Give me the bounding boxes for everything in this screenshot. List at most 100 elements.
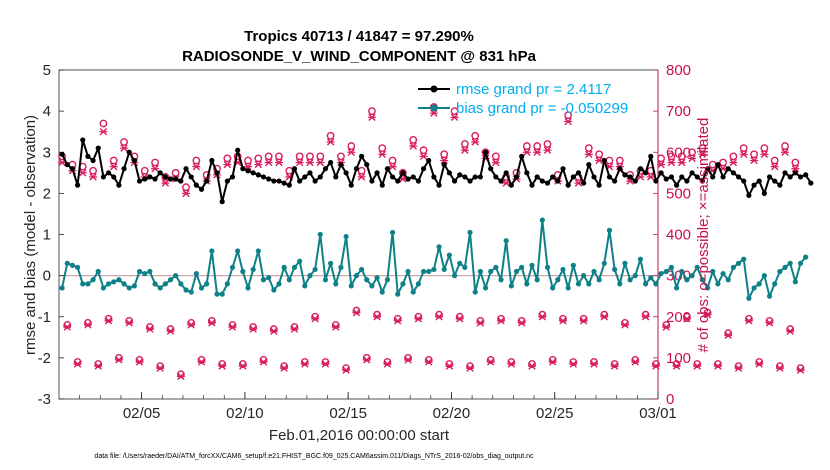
rmse-point (699, 178, 706, 184)
rmse-point (271, 178, 277, 184)
rmse-point (312, 178, 318, 184)
bias-point (575, 281, 582, 287)
assimilated-obs-marker (83, 321, 92, 329)
rmse-point (85, 153, 91, 159)
assimilated-obs-marker (558, 317, 567, 325)
bias-point (451, 273, 458, 279)
assimilated-obs-marker (641, 313, 650, 321)
bias-point (152, 281, 158, 287)
possible-obs-marker (739, 144, 748, 153)
possible-obs-marker (388, 156, 397, 165)
rmse-point (756, 178, 762, 184)
assimilated-obs-marker (151, 165, 160, 173)
possible-obs-marker (156, 362, 165, 370)
rmse-point (105, 170, 112, 176)
rmse-point (694, 174, 700, 180)
bias-point (529, 262, 535, 268)
rmse-point (245, 168, 251, 174)
rmse-point (735, 174, 742, 180)
rmse-point (622, 172, 628, 178)
possible-obs-marker (228, 321, 237, 329)
bias-point (353, 273, 360, 279)
bias-point (493, 264, 499, 270)
bias-point (472, 289, 478, 295)
assimilated-obs-marker (300, 360, 309, 368)
bias-point (69, 262, 76, 268)
rmse-point (720, 174, 726, 180)
rmse-point (147, 174, 153, 180)
rmse-point (374, 170, 380, 176)
left-tick-label: 1 (43, 227, 51, 244)
legend-rmse-label: rmse grand pr = 2.4117 (456, 81, 611, 98)
rmse-point (384, 166, 391, 172)
possible-obs-marker (218, 360, 227, 368)
possible-obs-marker (744, 314, 753, 323)
rmse-point (519, 153, 525, 159)
assimilated-obs-marker (698, 150, 707, 159)
possible-obs-marker (166, 325, 175, 333)
possible-obs-marker (714, 360, 722, 368)
rmse-point (612, 178, 618, 184)
rmse-point (477, 174, 483, 180)
bias-point (725, 277, 731, 283)
rmse-point (668, 174, 675, 180)
bias-point (555, 277, 561, 283)
rmse-point (260, 174, 267, 180)
possible-obs-marker (140, 166, 149, 175)
assimilated-obs-marker (176, 372, 185, 381)
assimilated-obs-marker (259, 358, 268, 366)
bias-point (751, 285, 757, 291)
assimilated-obs-marker (109, 162, 118, 171)
possible-obs-marker (104, 314, 113, 323)
rmse-point (684, 178, 690, 184)
possible-obs-marker (652, 360, 660, 368)
assimilated-obs-marker (409, 142, 418, 150)
assimilated-obs-marker (89, 173, 98, 181)
bias-point (663, 268, 669, 275)
bias-point (255, 248, 261, 254)
possible-obs-marker (419, 146, 428, 155)
possible-obs-marker (393, 314, 402, 323)
assimilated-obs-marker (677, 158, 686, 167)
possible-obs-marker (306, 152, 314, 161)
rmse-point (162, 174, 168, 180)
possible-obs-marker (244, 156, 252, 165)
possible-obs-marker (290, 323, 299, 331)
possible-obs-marker (615, 156, 624, 165)
assimilated-obs-marker (295, 158, 304, 167)
assimilated-obs-marker (755, 360, 764, 368)
rmse-point (343, 170, 349, 176)
rmse-point (544, 180, 551, 186)
bias-point (803, 254, 809, 260)
possible-obs-marker (435, 310, 443, 319)
assimilated-obs-marker (321, 360, 330, 368)
assimilated-obs-marker (424, 358, 433, 366)
possible-obs-marker (285, 166, 294, 175)
assimilated-obs-marker (750, 156, 759, 165)
possible-obs-marker (528, 360, 536, 368)
possible-obs-marker (719, 158, 727, 167)
bias-point (797, 260, 804, 266)
assimilated-obs-marker (543, 146, 552, 154)
rmse-point (586, 161, 592, 168)
rmse-point (317, 174, 323, 180)
rmse-point (617, 166, 623, 172)
assimilated-obs-marker (662, 323, 671, 331)
bias-point (260, 277, 267, 283)
assimilated-obs-marker (760, 150, 769, 159)
rmse-point (710, 174, 716, 180)
possible-obs-marker (171, 168, 180, 177)
assimilated-obs-marker (734, 364, 743, 372)
rmse-point (291, 166, 298, 172)
possible-obs-marker (269, 325, 278, 333)
bias-point (513, 268, 520, 275)
bias-point (653, 281, 659, 287)
possible-obs-marker (703, 308, 712, 317)
rmse-point (560, 166, 566, 172)
assimilated-obs-marker (207, 319, 216, 327)
rmse-point (457, 172, 463, 178)
possible-obs-marker (399, 168, 407, 177)
possible-obs-marker (543, 140, 552, 148)
possible-obs-marker (559, 314, 567, 323)
